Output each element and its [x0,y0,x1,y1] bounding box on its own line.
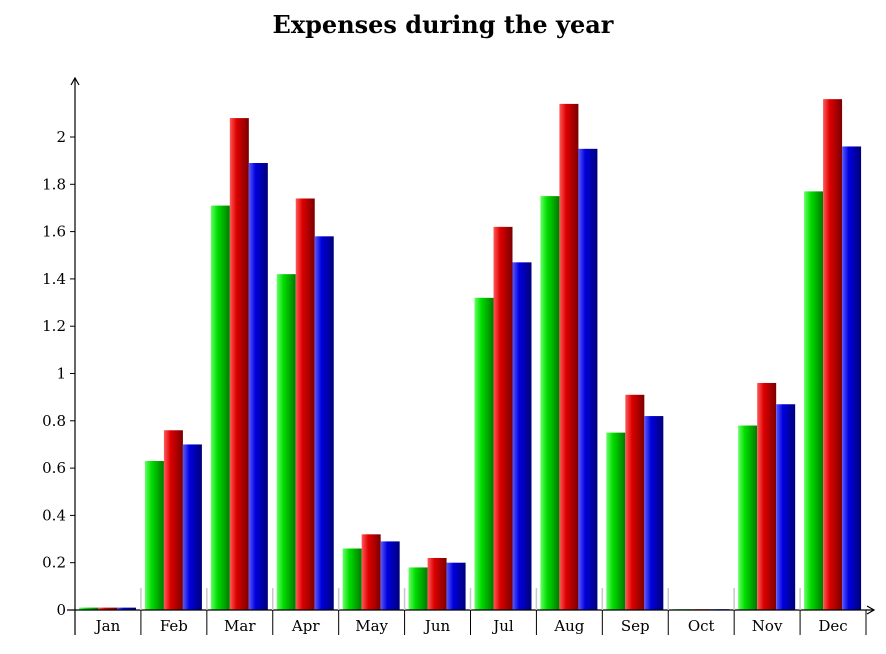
y-tick-label: 0 [56,601,66,619]
x-tick-label: Aug [553,617,584,635]
bar-jun-series-2 [427,557,447,610]
bar-dec-series-2 [823,99,843,610]
y-tick-label: 0.2 [42,554,66,572]
bar-sep-series-3 [644,416,664,610]
bar-dec-series-1 [804,191,824,610]
y-tick-label: 0.4 [42,506,66,524]
bar-nov-series-3 [776,404,796,610]
bar-jul-series-3 [512,262,532,610]
bar-feb-series-3 [182,444,202,610]
x-tick-label: Nov [752,617,783,635]
y-tick-label: 0.8 [42,412,66,430]
bar-jun-series-3 [446,562,466,610]
bar-aug-series-3 [578,148,598,610]
x-tick-label: Jan [94,617,121,635]
bar-may-series-3 [380,541,400,610]
bar-mar-series-3 [248,163,268,610]
y-tick-label: 1.6 [42,223,66,241]
x-tick-label: Sep [621,617,650,635]
bar-nov-series-2 [757,382,777,610]
bar-apr-series-3 [314,236,334,610]
y-tick-label: 2 [56,128,66,146]
bar-sep-series-1 [606,432,626,610]
bar-feb-series-2 [163,430,183,610]
bar-mar-series-2 [229,118,249,610]
y-axis-arrow [70,76,80,86]
bar-apr-series-2 [295,198,315,611]
y-tick-label: 1.4 [42,270,66,288]
bar-apr-series-1 [276,274,296,610]
bar-mar-series-1 [210,205,230,610]
x-tick-label: Jun [423,617,451,635]
y-tick-label: 1.8 [42,175,66,193]
bar-nov-series-1 [738,425,758,610]
bar-jan-series-2 [98,607,117,610]
bar-jun-series-1 [408,567,428,610]
bar-jul-series-2 [493,226,513,610]
bar-jan-series-3 [117,607,136,610]
x-tick-label: May [355,617,388,635]
bar-jul-series-1 [474,297,494,610]
x-tick-label: Jul [491,617,514,635]
bar-aug-series-1 [540,196,560,610]
bar-jan-series-1 [79,607,98,610]
x-axis-arrow [866,605,876,615]
bar-feb-series-1 [144,461,164,610]
chart-title: Expenses during the year [272,10,614,39]
y-tick-label: 1 [56,365,66,383]
x-tick-label: Oct [688,617,715,635]
x-tick-label: Dec [818,617,847,635]
bar-may-series-1 [342,548,362,610]
bar-may-series-2 [361,534,381,610]
bar-aug-series-2 [559,103,579,610]
y-tick-label: 0.6 [42,459,66,477]
bar-sep-series-2 [625,394,645,610]
x-tick-label: Feb [160,617,188,635]
bar-dec-series-3 [842,146,862,610]
x-tick-label: Apr [291,617,320,635]
x-tick-label: Mar [224,617,256,635]
y-tick-label: 1.2 [42,317,66,335]
